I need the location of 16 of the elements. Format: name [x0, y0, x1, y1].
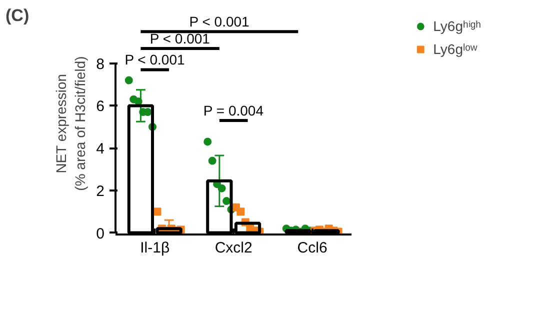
annotation: P < 0.001	[124, 52, 185, 68]
legend-label: Ly6gʰⁱᵍʰ	[433, 17, 481, 35]
y-tick-label: 4	[96, 140, 104, 158]
legend-label: Ly6gˡᵒʷ	[433, 41, 478, 57]
y-axis-title: NET expression (% area of H3cit/field)	[52, 56, 88, 191]
x-tick-label: Cxcl2	[214, 240, 252, 256]
text: P < 0.001	[189, 13, 250, 30]
y-tick-label: 0	[96, 225, 104, 242]
x-tick-label: Ccl6	[297, 240, 328, 256]
annotation: P = 0.004	[203, 102, 264, 118]
y-tick-label: 2	[96, 182, 104, 200]
y-tick-label: 6	[96, 98, 104, 116]
y-tick-label: 8	[96, 56, 104, 73]
x-tick-label: Il-1β	[140, 240, 170, 256]
chart-title: (C)	[6, 6, 30, 25]
text: P < 0.001	[150, 30, 210, 46]
